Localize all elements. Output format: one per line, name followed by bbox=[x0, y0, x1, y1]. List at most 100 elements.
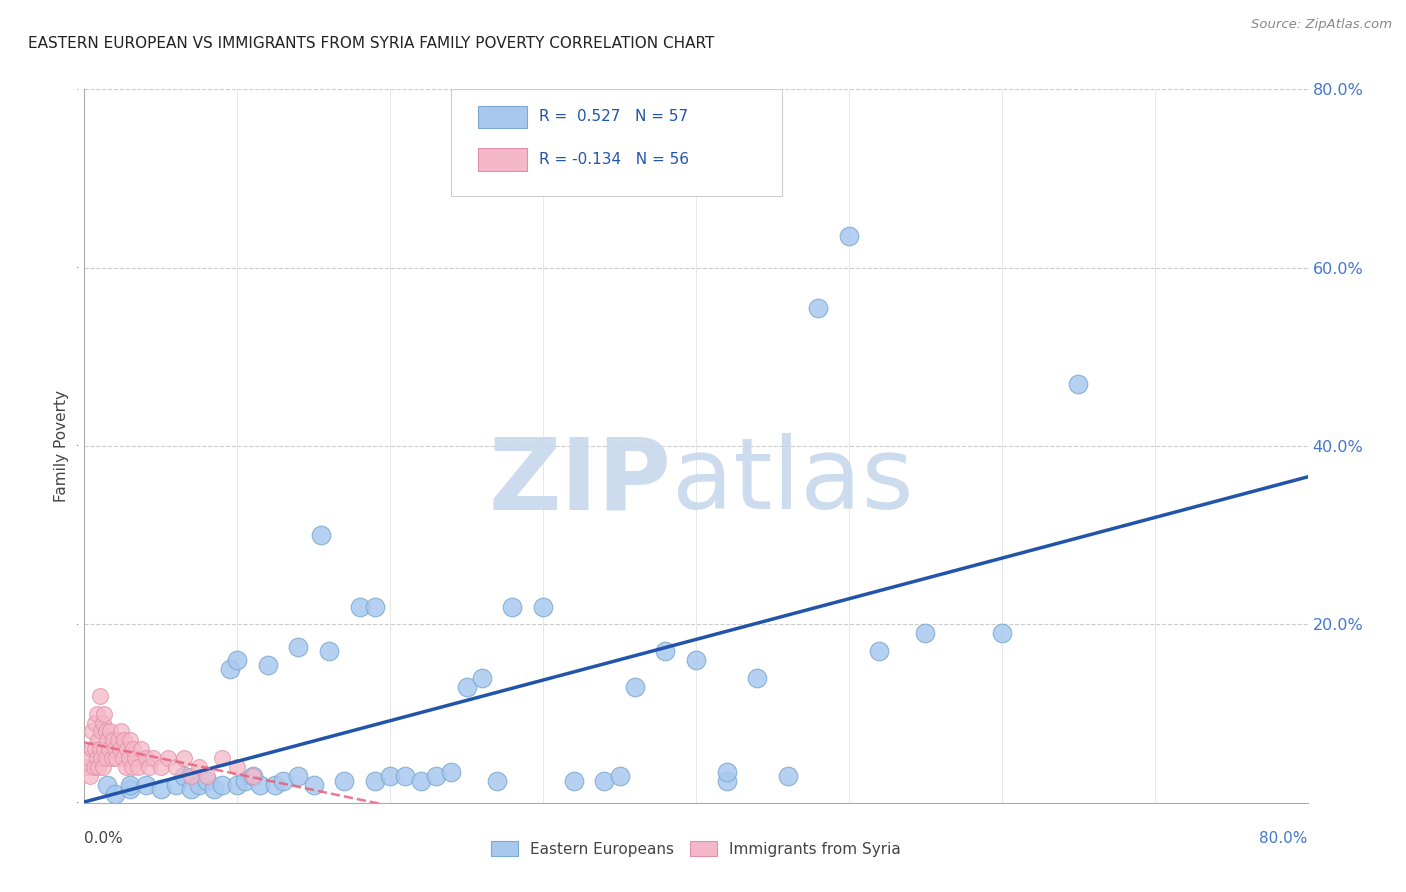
Point bbox=[135, 751, 157, 765]
Point bbox=[807, 301, 830, 315]
Point bbox=[364, 773, 387, 788]
Point bbox=[94, 751, 117, 765]
Legend: Eastern Europeans, Immigrants from Syria: Eastern Europeans, Immigrants from Syria bbox=[485, 835, 907, 863]
Point bbox=[747, 671, 769, 685]
Point bbox=[122, 742, 145, 756]
Point bbox=[440, 764, 463, 779]
Point bbox=[124, 751, 146, 765]
Point bbox=[226, 653, 249, 667]
Point bbox=[93, 706, 115, 721]
Point bbox=[103, 733, 125, 747]
Point bbox=[165, 778, 187, 792]
Point bbox=[180, 769, 202, 783]
Point bbox=[135, 778, 157, 792]
Text: R =  0.527   N = 57: R = 0.527 N = 57 bbox=[540, 109, 689, 124]
Point bbox=[318, 644, 340, 658]
Point bbox=[287, 640, 309, 654]
Point bbox=[409, 773, 432, 788]
Point bbox=[87, 760, 110, 774]
Point bbox=[96, 778, 118, 792]
Text: ZIP: ZIP bbox=[489, 434, 672, 530]
Point bbox=[84, 742, 107, 756]
Point bbox=[101, 751, 124, 765]
Point bbox=[76, 760, 98, 774]
Point bbox=[218, 662, 240, 676]
Point bbox=[869, 644, 891, 658]
Point bbox=[349, 599, 371, 614]
Point bbox=[456, 680, 478, 694]
Point bbox=[79, 769, 101, 783]
Point bbox=[107, 733, 129, 747]
Point bbox=[486, 773, 509, 788]
Point bbox=[120, 733, 142, 747]
Text: EASTERN EUROPEAN VS IMMIGRANTS FROM SYRIA FAMILY POVERTY CORRELATION CHART: EASTERN EUROPEAN VS IMMIGRANTS FROM SYRI… bbox=[28, 36, 714, 51]
Y-axis label: Family Poverty: Family Poverty bbox=[53, 390, 69, 502]
Text: 80.0%: 80.0% bbox=[1260, 831, 1308, 847]
Point bbox=[914, 626, 936, 640]
Point bbox=[91, 760, 114, 774]
FancyBboxPatch shape bbox=[451, 89, 782, 196]
Point bbox=[624, 680, 647, 694]
Point bbox=[242, 769, 264, 783]
Point bbox=[165, 760, 187, 774]
Point bbox=[157, 751, 180, 765]
Point bbox=[94, 724, 117, 739]
Point bbox=[531, 599, 554, 614]
Point bbox=[593, 773, 616, 788]
Point bbox=[89, 742, 111, 756]
Point bbox=[287, 769, 309, 783]
Point bbox=[311, 528, 333, 542]
Point bbox=[120, 782, 142, 797]
Point bbox=[138, 760, 160, 774]
Point bbox=[195, 773, 218, 788]
Point bbox=[149, 760, 172, 774]
Point bbox=[86, 751, 108, 765]
Point bbox=[90, 724, 112, 739]
Point bbox=[98, 724, 121, 739]
Point bbox=[264, 778, 287, 792]
Point bbox=[202, 782, 225, 797]
Point bbox=[142, 751, 165, 765]
Point bbox=[425, 769, 447, 783]
Point bbox=[120, 778, 142, 792]
Point bbox=[211, 751, 233, 765]
Point bbox=[87, 733, 110, 747]
Point bbox=[84, 715, 107, 730]
Point bbox=[716, 773, 738, 788]
Point bbox=[609, 769, 631, 783]
Text: atlas: atlas bbox=[672, 434, 912, 530]
Point bbox=[86, 706, 108, 721]
Point bbox=[173, 751, 195, 765]
Point bbox=[333, 773, 356, 788]
Point bbox=[249, 778, 271, 792]
Point bbox=[211, 778, 233, 792]
Text: 0.0%: 0.0% bbox=[84, 831, 124, 847]
Point bbox=[654, 644, 676, 658]
Point bbox=[104, 787, 127, 801]
Point bbox=[105, 751, 128, 765]
Point bbox=[685, 653, 707, 667]
Point bbox=[716, 764, 738, 779]
Point bbox=[127, 760, 149, 774]
Point bbox=[173, 769, 195, 783]
Point bbox=[108, 742, 131, 756]
Point bbox=[110, 724, 132, 739]
Point bbox=[226, 778, 249, 792]
Point bbox=[257, 657, 280, 672]
Point bbox=[991, 626, 1014, 640]
Point bbox=[80, 724, 103, 739]
Point bbox=[121, 760, 143, 774]
Point bbox=[233, 773, 256, 788]
Point bbox=[111, 751, 134, 765]
FancyBboxPatch shape bbox=[478, 148, 527, 171]
Text: R = -0.134   N = 56: R = -0.134 N = 56 bbox=[540, 152, 689, 167]
Text: Source: ZipAtlas.com: Source: ZipAtlas.com bbox=[1251, 18, 1392, 31]
Point bbox=[188, 760, 211, 774]
Point bbox=[114, 760, 136, 774]
Point bbox=[471, 671, 494, 685]
FancyBboxPatch shape bbox=[478, 105, 527, 128]
Point bbox=[149, 782, 172, 797]
Point bbox=[242, 769, 264, 783]
Point bbox=[77, 751, 100, 765]
Point bbox=[96, 733, 118, 747]
